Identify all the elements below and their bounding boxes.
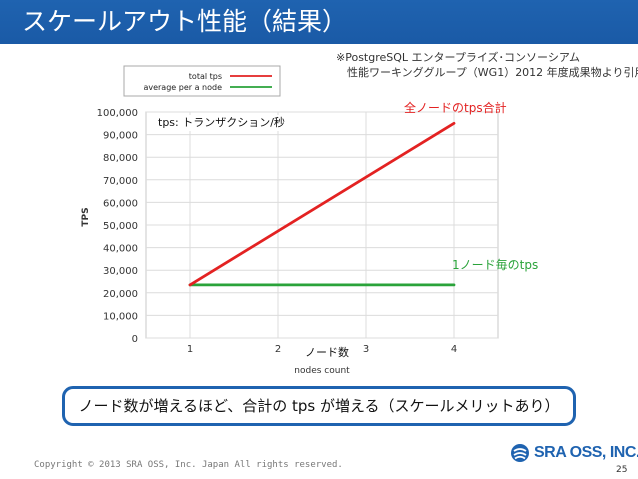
legend-label: average per a node xyxy=(143,83,222,92)
sra-oss-logo-mark-icon xyxy=(511,444,529,462)
node-count-annotation: ノード数 xyxy=(302,346,352,360)
y-tick-label: 70,000 xyxy=(103,176,138,187)
y-tick-label: 80,000 xyxy=(103,153,138,164)
x-tick-label: 1 xyxy=(187,344,193,355)
x-tick-label: 3 xyxy=(363,344,369,355)
sra-oss-logo-text: SRA OSS, INC. xyxy=(534,444,638,461)
y-tick-label: 100,000 xyxy=(97,108,138,119)
y-tick-label: 10,000 xyxy=(103,311,138,322)
y-tick-label: 20,000 xyxy=(103,289,138,300)
copyright-text: Copyright © 2013 SRA OSS, Inc. Japan All… xyxy=(34,460,343,470)
series-line-total xyxy=(188,121,456,287)
x-tick-label: 2 xyxy=(275,344,281,355)
title-bar: スケールアウト性能（結果） xyxy=(0,0,638,44)
page-number: 25 xyxy=(616,465,628,475)
source-line-2: 性能ワーキンググループ（WG1）2012 年度成果物より引用 xyxy=(347,66,638,79)
per-node-tps-annotation: 1ノード毎のtps xyxy=(452,258,539,272)
source-line-1: ※PostgreSQL エンタープライズ･コンソーシアム xyxy=(336,51,581,64)
sra-oss-logo: SRA OSS, INC. xyxy=(510,443,638,465)
slide-title: スケールアウト性能（結果） xyxy=(22,7,348,36)
x-axis-label: nodes count xyxy=(294,366,350,376)
tps-unit-annotation: tps: トランザクション/秒 xyxy=(154,115,289,131)
x-tick-label: 4 xyxy=(451,344,457,355)
legend-label: total tps xyxy=(189,72,222,81)
y-tick-label: 90,000 xyxy=(103,131,138,142)
chart-legend xyxy=(123,65,281,97)
y-tick-label: 30,000 xyxy=(103,266,138,277)
source-note: ※PostgreSQL エンタープライズ･コンソーシアム 性能ワーキンググループ… xyxy=(336,50,638,80)
y-tick-label: 60,000 xyxy=(103,198,138,209)
y-tick-label: 50,000 xyxy=(103,221,138,232)
conclusion-callout: ノード数が増えるほど、合計の tps が増える（スケールメリットあり） xyxy=(62,386,576,426)
y-tick-label: 0 xyxy=(132,334,138,345)
y-tick-label: 40,000 xyxy=(103,244,138,255)
total-tps-annotation: 全ノードのtps合計 xyxy=(404,101,507,115)
y-axis-label: TPS xyxy=(81,207,91,226)
